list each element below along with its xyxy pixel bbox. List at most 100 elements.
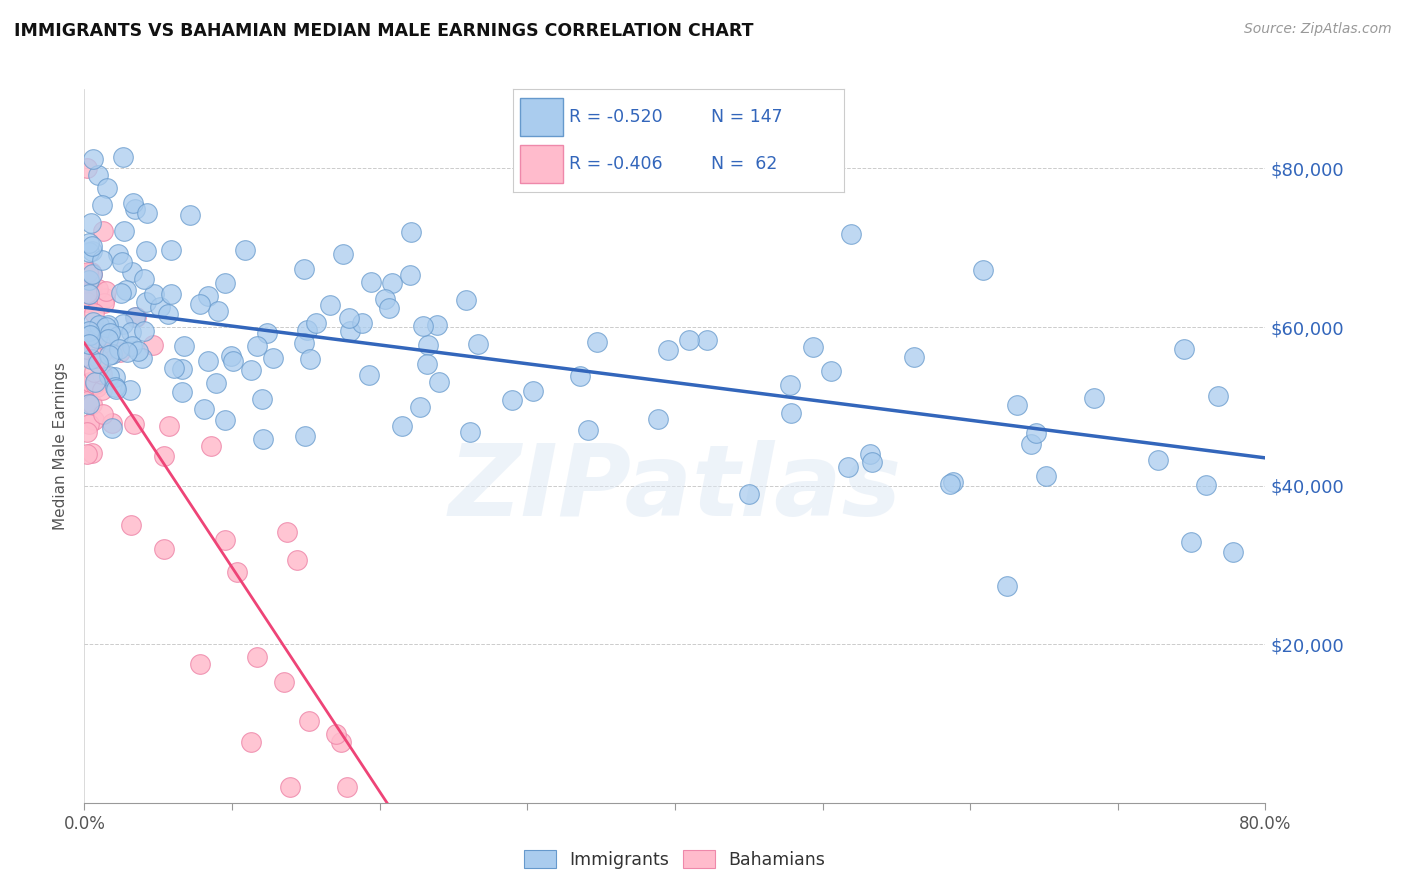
Point bbox=[120, 517, 142, 532]
Point bbox=[127, 344, 149, 359]
Point bbox=[304, 316, 326, 330]
Point bbox=[90, 337, 112, 351]
Point bbox=[207, 304, 229, 318]
Point bbox=[80, 238, 103, 252]
Point bbox=[107, 329, 129, 343]
Point bbox=[298, 714, 321, 728]
Point bbox=[76, 272, 98, 286]
Point bbox=[357, 368, 380, 382]
Point bbox=[80, 351, 103, 366]
Point bbox=[1173, 342, 1195, 356]
Point bbox=[107, 247, 129, 261]
Point bbox=[80, 397, 103, 411]
Point bbox=[219, 349, 242, 363]
Point bbox=[149, 301, 172, 315]
Point bbox=[76, 394, 98, 409]
Point bbox=[427, 375, 450, 389]
Point bbox=[779, 406, 801, 420]
Point bbox=[416, 358, 439, 372]
Point bbox=[576, 423, 599, 437]
Point bbox=[156, 307, 179, 321]
Point bbox=[101, 416, 124, 430]
Point bbox=[98, 368, 121, 383]
Point bbox=[325, 727, 347, 741]
Point bbox=[381, 276, 404, 290]
Point bbox=[647, 412, 669, 426]
Point bbox=[246, 339, 269, 353]
Point bbox=[339, 324, 361, 338]
Point bbox=[159, 286, 181, 301]
Y-axis label: Median Male Earnings: Median Male Earnings bbox=[53, 362, 69, 530]
Point bbox=[299, 351, 322, 366]
Point bbox=[399, 225, 422, 239]
Point bbox=[246, 650, 269, 665]
Point bbox=[1025, 425, 1047, 440]
Legend: Immigrants, Bahamians: Immigrants, Bahamians bbox=[517, 844, 832, 876]
Point bbox=[820, 363, 842, 377]
Point bbox=[179, 208, 201, 222]
Point bbox=[77, 397, 100, 411]
Point bbox=[86, 282, 108, 296]
Point bbox=[77, 245, 100, 260]
Point bbox=[77, 377, 100, 392]
Point bbox=[586, 335, 609, 350]
Point bbox=[90, 252, 112, 267]
Point bbox=[1147, 453, 1170, 467]
Point bbox=[378, 301, 401, 315]
Point bbox=[239, 363, 262, 377]
Point bbox=[332, 246, 354, 260]
Point bbox=[117, 345, 139, 359]
Point bbox=[190, 296, 212, 310]
Point bbox=[101, 347, 124, 361]
Point bbox=[938, 477, 960, 491]
Point bbox=[336, 780, 359, 794]
Point bbox=[91, 198, 114, 212]
Point bbox=[1019, 437, 1042, 451]
Point bbox=[101, 421, 124, 435]
Point bbox=[82, 152, 104, 166]
Point bbox=[412, 318, 434, 333]
Point bbox=[104, 369, 127, 384]
Point bbox=[197, 289, 219, 303]
Point bbox=[285, 553, 308, 567]
Point bbox=[1083, 392, 1105, 406]
Point bbox=[76, 294, 98, 309]
FancyBboxPatch shape bbox=[520, 145, 562, 183]
Point bbox=[90, 346, 112, 360]
Point bbox=[121, 265, 143, 279]
Point bbox=[214, 276, 236, 290]
Point bbox=[82, 314, 104, 328]
Point bbox=[76, 292, 98, 306]
Point bbox=[152, 450, 174, 464]
Point bbox=[79, 375, 101, 389]
Point bbox=[374, 293, 396, 307]
Point bbox=[97, 332, 120, 346]
Point bbox=[98, 348, 121, 362]
Point bbox=[108, 343, 131, 357]
Point bbox=[418, 338, 440, 352]
Point bbox=[678, 333, 700, 347]
Point bbox=[173, 339, 195, 353]
Point bbox=[77, 417, 100, 431]
Point bbox=[250, 392, 273, 406]
Point bbox=[135, 244, 157, 259]
Point bbox=[77, 325, 100, 339]
Point bbox=[93, 291, 115, 305]
Point bbox=[1195, 478, 1218, 492]
Point bbox=[159, 243, 181, 257]
Point bbox=[569, 369, 592, 384]
Point bbox=[350, 316, 373, 330]
Point bbox=[222, 354, 245, 368]
Point bbox=[112, 224, 135, 238]
Point bbox=[409, 400, 432, 414]
Point bbox=[779, 378, 801, 392]
Point bbox=[83, 413, 105, 427]
Point bbox=[295, 323, 318, 337]
Point bbox=[240, 735, 263, 749]
Point bbox=[77, 272, 100, 286]
Point bbox=[80, 216, 103, 230]
Point bbox=[111, 255, 134, 269]
Point bbox=[112, 317, 135, 331]
Point bbox=[112, 150, 135, 164]
Text: N =  62: N = 62 bbox=[711, 154, 778, 172]
